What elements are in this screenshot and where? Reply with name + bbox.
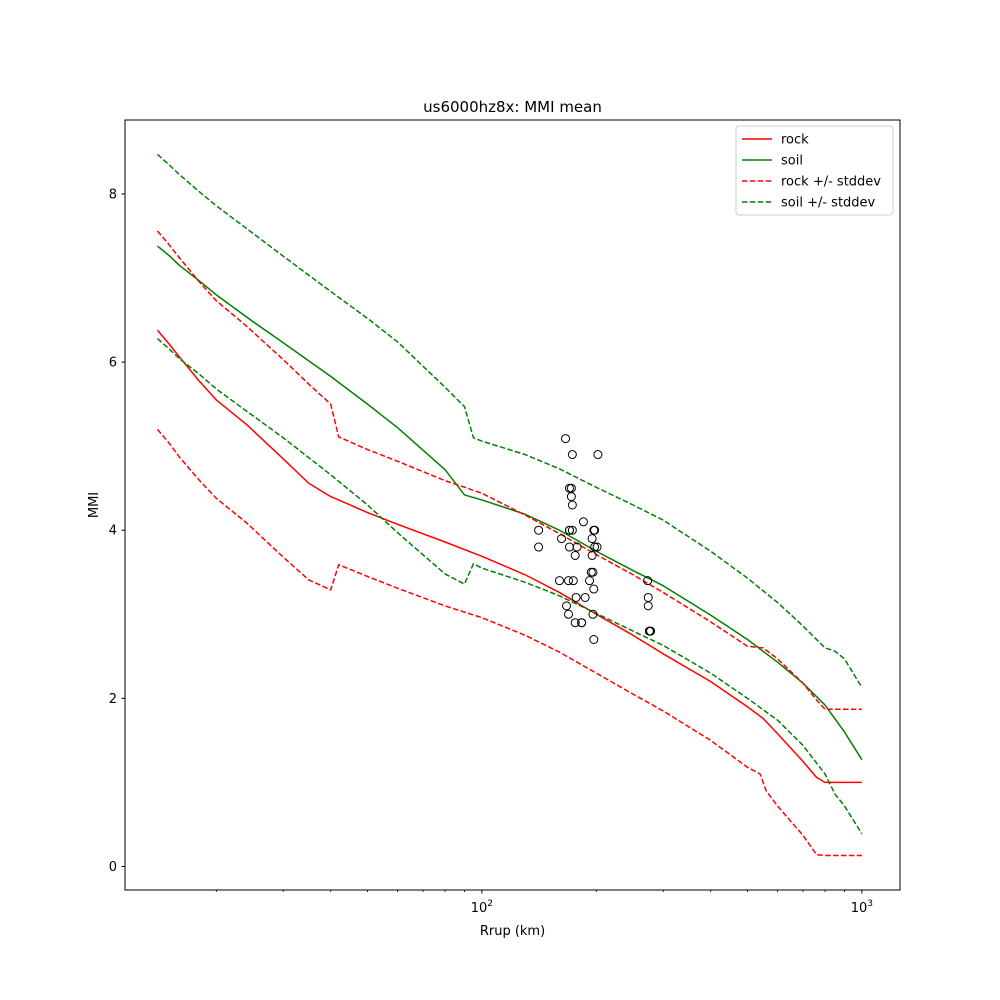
- series-line-rock-0: [156, 329, 862, 784]
- x-tick-label: 102: [471, 899, 493, 916]
- y-tick-label: 8: [109, 187, 117, 202]
- chart-title: us6000hz8x: MMI mean: [423, 98, 602, 116]
- series-layer: [156, 153, 863, 857]
- observation-point: [646, 626, 656, 636]
- observation-point: [577, 618, 587, 628]
- legend-label-soil-stddev: soil +/- stddev: [781, 196, 876, 211]
- observation-point: [571, 592, 581, 602]
- observation-point: [557, 534, 567, 544]
- x-tick-label: 103: [851, 899, 873, 916]
- observation-point: [590, 542, 600, 552]
- observation-point: [589, 584, 599, 594]
- observation-point: [589, 635, 599, 644]
- observation-point: [643, 576, 653, 586]
- observation-point: [568, 576, 578, 586]
- series-line-soil-1: [156, 245, 863, 761]
- observation-point: [590, 525, 600, 535]
- y-tick-label: 4: [109, 524, 117, 539]
- observation-point: [554, 576, 564, 586]
- observation-point: [587, 534, 597, 544]
- y-tick-label: 6: [109, 356, 117, 371]
- observation-point: [643, 601, 653, 611]
- observation-point: [593, 450, 603, 460]
- series-line-soil-stddev-5: [156, 337, 863, 835]
- observation-point: [562, 601, 572, 611]
- observation-point: [566, 492, 576, 502]
- observation-points: [534, 434, 656, 644]
- observation-point: [563, 576, 573, 586]
- observation-point: [570, 550, 580, 560]
- observation-point: [561, 434, 571, 444]
- plot-frame: [124, 119, 901, 891]
- y-tick-label: 0: [109, 860, 117, 875]
- series-line-rock-stddev-3: [156, 428, 862, 857]
- y-axis: 0 2 4 6 8: [109, 187, 125, 875]
- observation-point: [587, 550, 597, 560]
- observation-point: [564, 525, 574, 535]
- observation-point: [592, 542, 602, 552]
- y-axis-title: MMI: [87, 492, 102, 518]
- legend-label-rock: rock: [781, 133, 809, 148]
- observation-point: [588, 567, 598, 577]
- observation-point: [580, 592, 590, 602]
- observation-point: [570, 618, 580, 628]
- plot-area: [124, 119, 901, 891]
- observation-point: [588, 609, 598, 619]
- observation-point: [585, 576, 595, 586]
- legend-label-rock-stddev: rock +/- stddev: [781, 175, 881, 190]
- observation-point: [563, 609, 573, 619]
- observation-point: [567, 450, 577, 460]
- legend: rock soil rock +/- stddev soil +/- stddev: [735, 125, 894, 216]
- observation-point: [567, 500, 577, 510]
- observation-point: [534, 542, 544, 552]
- series-line-rock-stddev-2: [156, 230, 862, 711]
- observation-point: [578, 517, 588, 527]
- x-axis: 102 103: [215, 890, 873, 916]
- observation-point: [567, 525, 577, 535]
- series-line-soil-stddev-4: [156, 153, 863, 688]
- observation-point: [534, 525, 544, 535]
- y-tick-label: 2: [109, 692, 117, 707]
- legend-box: [735, 125, 894, 216]
- x-axis-title: Rrup (km): [480, 924, 545, 939]
- legend-label-soil: soil: [781, 154, 803, 169]
- observation-point: [572, 542, 582, 552]
